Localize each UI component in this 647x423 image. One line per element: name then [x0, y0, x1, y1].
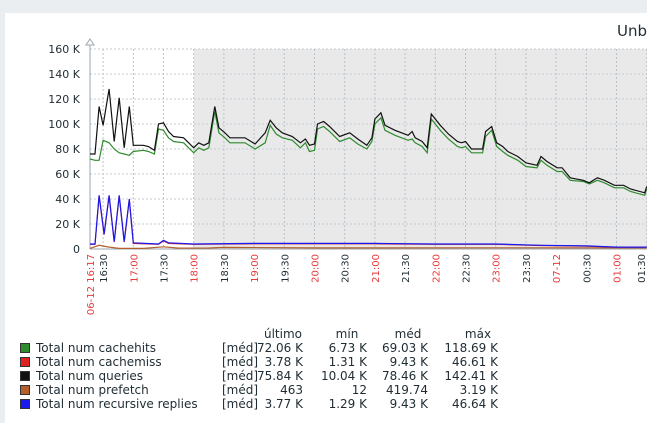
x-tick-label: 01:30 [637, 254, 647, 283]
legend-lv: 75.84 K [256, 369, 303, 383]
legend-header: méd [394, 327, 422, 341]
x-tick-label: 19:00 [250, 254, 261, 283]
legend-lname: Total num prefetch [36, 383, 149, 397]
x-tick-label: 07-12 [552, 254, 563, 283]
legend-lv: 10.04 K [320, 369, 367, 383]
y-tick-label: 100 K [48, 118, 80, 131]
legend-lfn: [méd] [222, 383, 259, 397]
legend-header: máx [464, 327, 492, 341]
legend-header: mín [335, 327, 359, 341]
legend-lv: 12 [351, 383, 367, 397]
legend-swatch [20, 399, 30, 409]
legend-header: último [263, 327, 302, 341]
legend-lname: Total num cachehits [36, 341, 156, 355]
x-tick-label: 23:30 [522, 254, 533, 283]
x-tick-label: 17:30 [159, 254, 170, 283]
legend-lfn: [méd] [222, 369, 259, 383]
y-tick-label: 60 K [55, 168, 80, 181]
series-line-total-num-recursive-replies [90, 195, 647, 248]
legend-lv: 46.64 K [451, 397, 498, 411]
legend-swatch [20, 357, 30, 367]
legend-lv: 9.43 K [389, 397, 428, 411]
x-tick-label: 16:30 [99, 254, 110, 283]
legend-lv: 46.61 K [451, 355, 498, 369]
y-tick-label: 80 K [55, 143, 80, 156]
x-tick-label: 22:00 [431, 254, 442, 283]
legend-lfn: [méd] [222, 355, 259, 369]
legend-lname: Total num recursive replies [36, 397, 198, 411]
x-tick-label: 18:30 [220, 254, 231, 283]
legend-lv: 3.77 K [264, 397, 303, 411]
y-tick-label: 20 K [55, 218, 80, 231]
x-tick-label: 06-12 16:17 [86, 254, 97, 315]
legend-lname: Total num queries [36, 369, 144, 383]
legend-lv: 142.41 K [444, 369, 498, 383]
x-tick-label: 21:00 [371, 254, 382, 283]
legend-swatch [20, 371, 30, 381]
x-tick-label: 21:30 [401, 254, 412, 283]
x-tick-label: 22:30 [461, 254, 472, 283]
x-tick-label: 17:00 [129, 254, 140, 283]
legend-lv: 69.03 K [381, 341, 428, 355]
y-tick-label: 140 K [48, 68, 80, 81]
legend-lfn: [méd] [222, 397, 259, 411]
legend-lv: 78.46 K [381, 369, 428, 383]
legend-lv: 118.69 K [444, 341, 498, 355]
legend-lv: 463 [280, 383, 303, 397]
legend-lv: 3.78 K [264, 355, 303, 369]
legend-lv: 3.19 K [459, 383, 498, 397]
legend-lv: 9.43 K [389, 355, 428, 369]
x-tick-label: 19:30 [280, 254, 291, 283]
y-axis-arrow-icon [85, 38, 95, 46]
graph-title: Unb [616, 22, 647, 40]
y-tick-label: 120 K [48, 93, 80, 106]
x-tick-label: 20:30 [341, 254, 352, 283]
legend-lv: 1.31 K [328, 355, 367, 369]
legend-lv: 6.73 K [328, 341, 367, 355]
x-tick-label: 18:00 [190, 254, 201, 283]
y-tick-label: 0 [73, 243, 80, 256]
legend-lname: Total num cachemiss [36, 355, 162, 369]
series-line-total-num-cachehits [89, 111, 647, 197]
y-tick-label: 40 K [55, 193, 80, 206]
legend-lv: 1.29 K [328, 397, 367, 411]
x-tick-label: 00:30 [582, 254, 593, 283]
x-tick-label: 20:00 [310, 254, 321, 283]
series-line-total-num-queries [90, 88, 647, 194]
series-line-total-num-prefetch [89, 244, 647, 249]
legend-lfn: [méd] [222, 341, 259, 355]
y-tick-label: 160 K [48, 43, 80, 56]
legend-lv: 72.06 K [256, 341, 303, 355]
legend-lv: 419.74 [386, 383, 428, 397]
legend-swatch [20, 343, 30, 353]
x-tick-label: 23:00 [492, 254, 503, 283]
x-tick-label: 01:00 [613, 254, 624, 283]
legend-swatch [20, 385, 30, 395]
